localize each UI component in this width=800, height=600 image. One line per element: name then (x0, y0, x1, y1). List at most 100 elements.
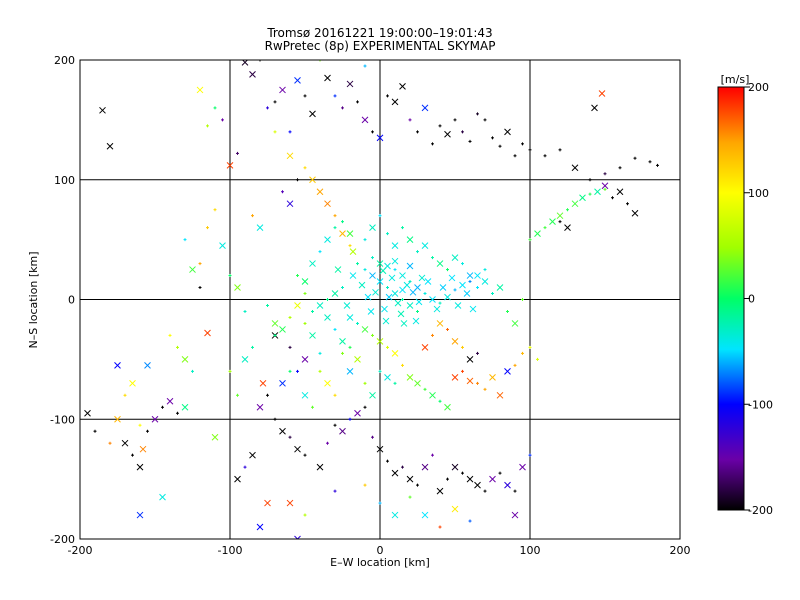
data-point-plus (423, 387, 427, 391)
data-point-cross (451, 373, 459, 381)
colorbar: [m/s] 200 100 0 -100 -200 (717, 73, 773, 517)
colorbar-ticks: 200 100 0 -100 -200 (744, 81, 773, 517)
data-point-cross (504, 481, 511, 489)
data-point-plus (491, 292, 494, 296)
data-point-plus (401, 298, 404, 301)
data-point-cross (256, 224, 264, 232)
data-point-cross (381, 305, 388, 313)
data-point-cross (385, 293, 393, 301)
data-point-cross (361, 326, 369, 333)
data-point-cross (616, 188, 624, 196)
data-point-plus (183, 238, 187, 242)
data-point-cross (324, 379, 331, 387)
data-point-cross (286, 200, 294, 208)
data-point-cross (249, 71, 256, 78)
colorbar-tick-label: -200 (748, 504, 773, 517)
data-point-cross (234, 475, 241, 483)
data-point-plus (468, 280, 472, 284)
data-point-plus (528, 238, 532, 242)
data-point-plus (476, 112, 479, 116)
data-point-plus (521, 298, 524, 301)
data-point-cross (316, 188, 324, 196)
data-point-plus (303, 292, 307, 296)
data-point-cross (421, 104, 429, 112)
data-point-cross (264, 499, 271, 507)
data-point-plus (393, 381, 397, 385)
data-point-cross (286, 499, 294, 507)
data-point-cross (121, 439, 129, 447)
data-point-plus (536, 357, 539, 361)
data-point-cross (433, 305, 441, 313)
data-point-cross (399, 82, 406, 90)
data-point-cross (406, 373, 414, 381)
data-point-cross (301, 356, 309, 363)
data-point-plus (221, 118, 224, 122)
data-point-cross (309, 176, 316, 184)
data-point-plus (416, 250, 419, 254)
data-point-plus (341, 351, 344, 355)
data-point-plus (393, 268, 397, 272)
data-point-plus (588, 192, 592, 196)
data-point-cross (459, 281, 466, 289)
data-point-cross (391, 257, 399, 265)
data-point-plus (93, 429, 97, 433)
data-point-plus (558, 220, 562, 224)
data-point-plus (273, 100, 277, 104)
data-point-plus (176, 345, 179, 349)
data-point-plus (378, 214, 382, 218)
data-point-cross (444, 403, 451, 411)
y-tick-label: -200 (50, 533, 75, 546)
data-point-cross (369, 224, 376, 232)
data-point-cross (331, 290, 339, 297)
data-point-cross (241, 356, 249, 363)
data-point-plus (491, 136, 494, 140)
data-point-plus (528, 345, 532, 349)
data-point-cross (451, 338, 459, 345)
data-point-plus (363, 64, 367, 68)
data-point-plus (438, 399, 442, 403)
data-point-cross (271, 320, 279, 327)
data-point-plus (296, 369, 299, 373)
data-point-plus (251, 214, 254, 218)
data-point-cross (549, 218, 556, 226)
data-point-cross (439, 284, 447, 291)
data-point-plus (228, 369, 232, 373)
data-point-plus (656, 163, 659, 167)
data-point-plus (303, 321, 307, 325)
data-point-cross (496, 391, 504, 399)
data-point-plus (236, 393, 239, 397)
data-point-plus (281, 190, 284, 194)
data-point-cross (403, 281, 411, 289)
data-point-plus (258, 60, 262, 62)
data-point-plus (288, 315, 292, 319)
data-point-cross (466, 272, 474, 279)
data-point-cross (421, 511, 429, 519)
data-point-cross (424, 278, 432, 285)
data-point-cross (406, 236, 414, 243)
y-tick-label: 100 (54, 174, 75, 187)
data-point-cross (556, 212, 564, 220)
data-point-cross (324, 74, 331, 82)
data-point-cross (579, 194, 586, 202)
data-point-plus (333, 94, 337, 98)
data-point-cross (166, 397, 174, 405)
data-point-plus (213, 106, 217, 110)
data-point-plus (371, 333, 374, 337)
data-point-cross (279, 86, 286, 94)
data-point-cross (339, 427, 346, 435)
y-tick-label: 200 (54, 54, 75, 67)
data-point-cross (256, 523, 264, 531)
data-point-plus (176, 411, 179, 415)
data-point-cross (324, 314, 331, 321)
data-point-plus (483, 387, 487, 391)
data-point-cross (406, 262, 414, 270)
data-point-cross (414, 379, 421, 387)
data-point-plus (296, 178, 299, 182)
data-point-cross (372, 288, 379, 296)
data-point-plus (401, 226, 404, 230)
data-point-plus (453, 288, 457, 292)
data-point-cross (454, 302, 462, 309)
data-point-cross (511, 511, 519, 519)
data-point-plus (468, 519, 472, 523)
data-point-plus (146, 429, 149, 433)
